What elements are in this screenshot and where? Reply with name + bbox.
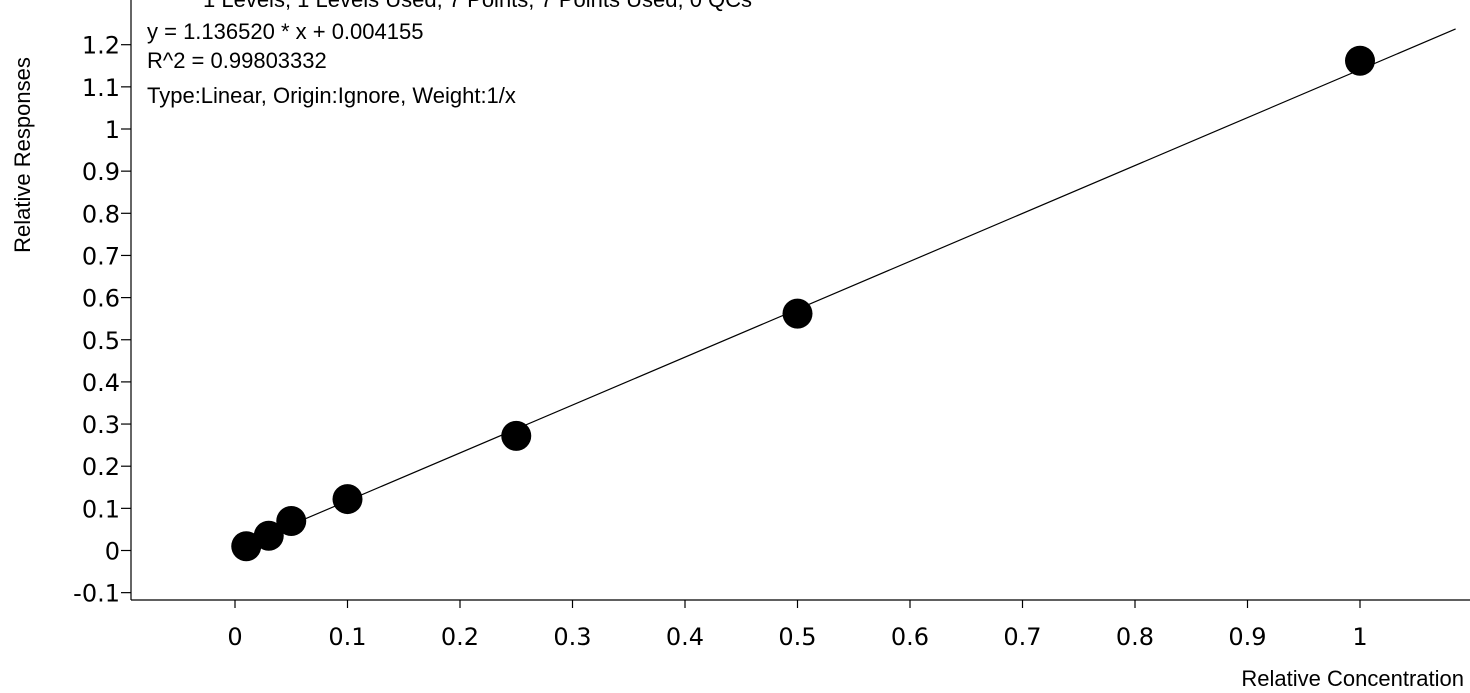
x-tick-label: 0.1	[328, 623, 366, 651]
y-tick-label: 1.2	[82, 32, 120, 60]
y-tick-label: 0.2	[82, 453, 120, 481]
x-tick-label: 0.7	[1003, 623, 1041, 651]
data-point	[332, 484, 363, 515]
y-tick-label: 0.4	[82, 369, 120, 397]
r-squared-annotation: R^2 = 0.99803332	[147, 48, 327, 73]
equation-annotation: y = 1.136520 * x + 0.004155	[147, 19, 423, 44]
x-tick-label: 0.5	[778, 623, 816, 651]
fit-type-annotation: Type:Linear, Origin:Ignore, Weight:1/x	[147, 83, 516, 108]
data-points-layer	[231, 45, 1375, 562]
chart-title: 1 Levels, 1 Levels Used, 7 Points, 7 Poi…	[203, 0, 752, 12]
data-point	[231, 531, 262, 562]
x-tick-label: 0.9	[1228, 623, 1266, 651]
y-tick-label: 0.6	[82, 285, 120, 313]
plot-frame	[130, 0, 1470, 601]
x-tick-label: 0.2	[441, 623, 479, 651]
data-point	[501, 420, 532, 451]
x-tick-label: 0	[227, 623, 242, 651]
y-tick-label: 0.7	[82, 242, 120, 270]
x-tick-label: 0.3	[553, 623, 591, 651]
x-tick-label: 1	[1352, 623, 1367, 651]
y-tick-label: 0.8	[82, 200, 120, 228]
y-tick-label: 1.1	[82, 74, 120, 102]
y-tick-label: -0.1	[73, 580, 120, 608]
x-tick-label: 0.4	[666, 623, 704, 651]
fit-line	[234, 28, 1456, 550]
y-tick-label: 0	[105, 538, 120, 566]
y-tick-label: 0.1	[82, 495, 120, 523]
y-tick-label: 0.9	[82, 158, 120, 186]
x-tick-label: 0.6	[891, 623, 929, 651]
data-point	[782, 298, 813, 329]
data-point	[253, 520, 284, 551]
x-axis-title: Relative Concentration	[1241, 666, 1464, 691]
data-point	[1345, 45, 1375, 76]
y-axis-ticks: -0.1 0 0.1 0.2 0.3 0.4 0.5 0.6 0.7 0.8 0.9 1 1.1 1.2	[73, 32, 131, 608]
fit-line-layer	[234, 28, 1456, 550]
y-tick-label: 0.5	[82, 327, 120, 355]
x-tick-label: 0.8	[1116, 623, 1154, 651]
x-axis-ticks: 0 0.1 0.2 0.3 0.4 0.5 0.6 0.7 0.8 0.9 1	[227, 600, 1368, 651]
data-point	[276, 505, 307, 536]
y-axis-title: Relative Responses	[10, 57, 35, 253]
y-tick-label: 1	[105, 116, 120, 144]
y-tick-label: 0.3	[82, 411, 120, 439]
